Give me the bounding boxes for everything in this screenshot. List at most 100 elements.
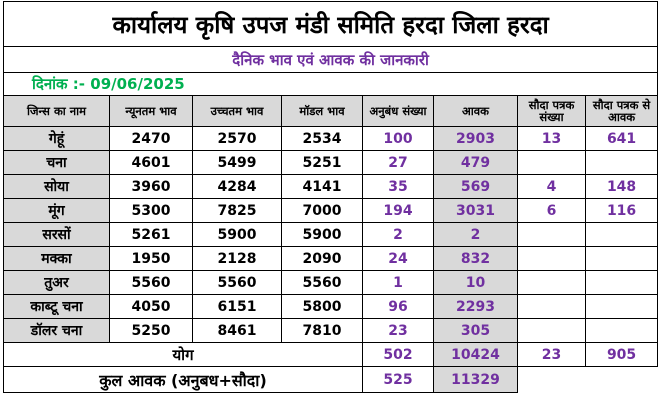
aawak-qty: 10 <box>433 270 518 295</box>
grand-total-anubandh: 525 <box>362 366 434 393</box>
aawak-qty: 479 <box>433 150 518 175</box>
col-header-name: जिन्स का नाम <box>3 95 110 127</box>
sauda-aawak: 148 <box>584 174 659 199</box>
col-header-sauda-sankhya: सौदा पत्रक संख्या <box>517 95 586 127</box>
max-price: 5499 <box>192 150 282 175</box>
total-row: योग 502 10424 23 905 <box>3 342 659 367</box>
table-row: मूंग 5300 7825 7000 194 3031 6 116 <box>3 198 659 223</box>
aawak-qty: 569 <box>433 174 518 199</box>
grand-total-label: कुल आवक (अनुबध+सौदा) <box>3 366 363 393</box>
aawak-qty: 3031 <box>433 198 518 223</box>
sauda-count: 6 <box>517 198 586 223</box>
anubandh-count: 27 <box>362 150 434 175</box>
sauda-aawak <box>584 150 659 175</box>
office-title: कार्यालय कृषि उपज मंडी समिति हरदा जिला ह… <box>2 1 659 47</box>
commodity-name: गेहूं <box>3 126 110 151</box>
sauda-count <box>517 246 586 271</box>
sauda-aawak <box>584 222 659 247</box>
min-price: 4050 <box>109 294 193 319</box>
table-row: मक्का 1950 2128 2090 24 832 <box>3 246 659 271</box>
sauda-count <box>517 294 586 319</box>
modal-price: 2534 <box>281 126 363 151</box>
sauda-aawak: 116 <box>584 198 659 223</box>
modal-price: 5800 <box>281 294 363 319</box>
sauda-count: 13 <box>517 126 586 151</box>
grand-total-aawak: 11329 <box>433 366 518 393</box>
col-header-sauda-aawak: सौदा पत्रक से आवक <box>584 95 659 127</box>
table-row: चना 4601 5499 5251 27 479 <box>3 150 659 175</box>
table-row: डॉलर चना 5250 8461 7810 23 305 <box>3 318 659 343</box>
anubandh-count: 23 <box>362 318 434 343</box>
table-row: गेहूं 2470 2570 2534 100 2903 13 641 <box>3 126 659 151</box>
col-header-modal: मॉडल भाव <box>281 95 363 127</box>
max-price: 2128 <box>192 246 282 271</box>
modal-price: 7000 <box>281 198 363 223</box>
col-header-min: न्यूनतम भाव <box>109 95 193 127</box>
sauda-aawak <box>584 270 659 295</box>
min-price: 1950 <box>109 246 193 271</box>
aawak-qty: 2903 <box>433 126 518 151</box>
anubandh-count: 1 <box>362 270 434 295</box>
sauda-aawak <box>584 246 659 271</box>
sauda-aawak: 641 <box>584 126 659 151</box>
max-price: 4284 <box>192 174 282 199</box>
sauda-aawak <box>584 294 659 319</box>
commodity-rows: गेहूं 2470 2570 2534 100 2903 13 641 चना 4601 5499… <box>3 126 659 343</box>
sauda-count <box>517 150 586 175</box>
min-price: 5560 <box>109 270 193 295</box>
date-line: दिनांक :- 09/06/2025 <box>2 72 659 96</box>
max-price: 6151 <box>192 294 282 319</box>
anubandh-count: 35 <box>362 174 434 199</box>
commodity-name: सरसों <box>3 222 110 247</box>
min-price: 5250 <box>109 318 193 343</box>
modal-price: 5900 <box>281 222 363 247</box>
table-row: तुअर 5560 5560 5560 1 10 <box>3 270 659 295</box>
sauda-count: 4 <box>517 174 586 199</box>
anubandh-count: 100 <box>362 126 434 151</box>
modal-price: 2090 <box>281 246 363 271</box>
modal-price: 5560 <box>281 270 363 295</box>
anubandh-count: 2 <box>362 222 434 247</box>
max-price: 2570 <box>192 126 282 151</box>
total-anubandh: 502 <box>362 342 434 367</box>
col-header-aawak: आवक <box>433 95 518 127</box>
table-row: काब्टू चना 4050 6151 5800 96 2293 <box>3 294 659 319</box>
total-sauda-aawak: 905 <box>584 342 659 367</box>
report-subtitle: दैनिक भाव एवं आवक की जानकारी <box>2 46 659 73</box>
grand-total-row: कुल आवक (अनुबध+सौदा) 525 11329 <box>3 366 658 393</box>
sauda-aawak <box>584 318 659 343</box>
aawak-qty: 2293 <box>433 294 518 319</box>
header-row: जिन्स का नाम न्यूनतम भाव उच्चतम भाव मॉडल… <box>3 95 659 127</box>
total-aawak: 10424 <box>433 342 518 367</box>
date-label: दिनांक :- <box>32 75 86 93</box>
table-row: सोया 3960 4284 4141 35 569 4 148 <box>3 174 659 199</box>
min-price: 2470 <box>109 126 193 151</box>
commodity-name: डॉलर चना <box>3 318 110 343</box>
aawak-qty: 832 <box>433 246 518 271</box>
rate-table: कार्यालय कृषि उपज मंडी समिति हरदा जिला ह… <box>2 1 659 393</box>
col-header-max: उच्चतम भाव <box>192 95 282 127</box>
modal-price: 7810 <box>281 318 363 343</box>
grand-total-blank <box>516 366 658 393</box>
commodity-name: तुअर <box>3 270 110 295</box>
total-label: योग <box>3 342 363 367</box>
sauda-count <box>517 318 586 343</box>
max-price: 7825 <box>192 198 282 223</box>
min-price: 3960 <box>109 174 193 199</box>
commodity-name: चना <box>3 150 110 175</box>
anubandh-count: 96 <box>362 294 434 319</box>
aawak-qty: 305 <box>433 318 518 343</box>
col-header-anubandh: अनुबंध संख्या <box>362 95 434 127</box>
min-price: 5300 <box>109 198 193 223</box>
max-price: 5900 <box>192 222 282 247</box>
max-price: 5560 <box>192 270 282 295</box>
anubandh-count: 24 <box>362 246 434 271</box>
date-value: 09/06/2025 <box>90 75 185 93</box>
commodity-name: मक्का <box>3 246 110 271</box>
commodity-name: काब्टू चना <box>3 294 110 319</box>
min-price: 5261 <box>109 222 193 247</box>
max-price: 8461 <box>192 318 282 343</box>
modal-price: 4141 <box>281 174 363 199</box>
commodity-name: मूंग <box>3 198 110 223</box>
